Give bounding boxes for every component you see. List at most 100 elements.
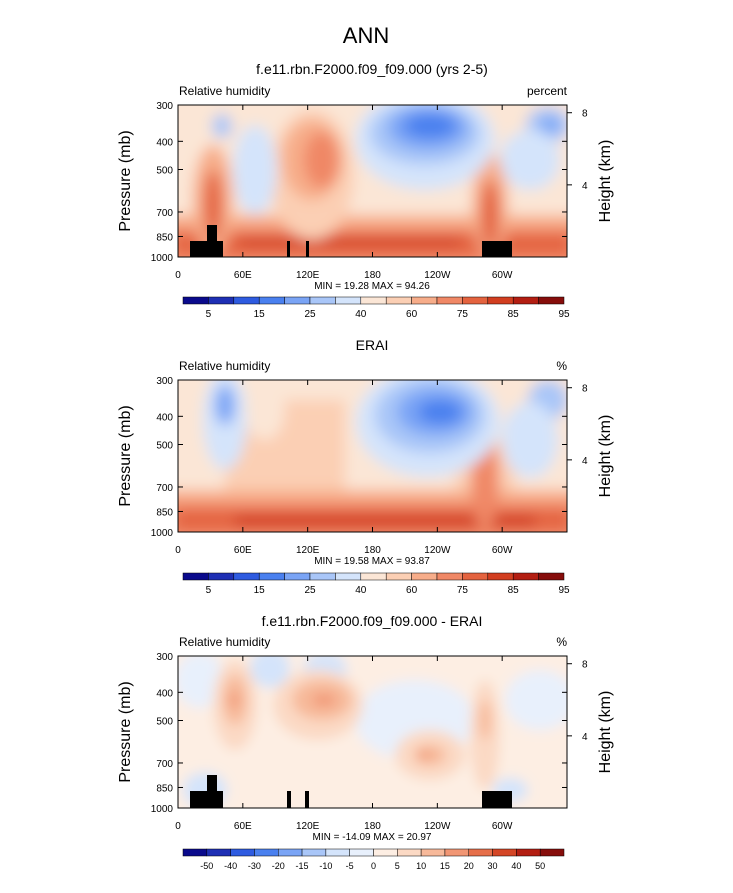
colorbar-swatch (516, 848, 541, 857)
panel-model-stats: MIN = 19.28 MAX = 94.26 (314, 281, 430, 292)
panel-erai-stats: MIN = 19.58 MAX = 93.87 (314, 556, 430, 567)
colorbar-label: 40 (355, 585, 367, 596)
colorbar-swatch (411, 572, 438, 581)
panel-diff: f.e11.rbn.F2000.f09_f09.000 - ERAI Relat… (117, 613, 614, 871)
height-tick-label: 8 (582, 660, 588, 671)
x-tick-label: 60W (492, 821, 513, 832)
colorbar-swatch (182, 848, 208, 857)
colorbar-label: 15 (254, 309, 266, 320)
panel-erai-ylabel-right: Height (km) (597, 415, 614, 498)
panel-erai-xaxis: 0 60E 120E 180 120W 60W (175, 380, 513, 556)
colorbar-label: -40 (224, 861, 237, 871)
height-tick-label: 8 (582, 384, 588, 395)
colorbar-swatch (487, 296, 514, 305)
x-tick-label: 120E (296, 270, 320, 281)
colorbar-label: 75 (457, 309, 469, 320)
panel-erai-height-axis: 84 (567, 384, 588, 467)
colorbar-label: 15 (440, 861, 450, 871)
colorbar-swatch (462, 572, 489, 581)
main-title: ANN (343, 23, 389, 48)
colorbar-swatch (492, 848, 517, 857)
panel-model-units-label: percent (527, 84, 568, 98)
colorbar-swatch (284, 572, 311, 581)
field-3 (178, 656, 567, 808)
colorbar-swatch (539, 848, 565, 857)
y-tick-label: 300 (156, 376, 173, 387)
x-tick-label: 60E (234, 270, 252, 281)
colorbar-swatch (309, 296, 336, 305)
colorbar-label: 25 (304, 309, 316, 320)
colorbar-swatch (182, 572, 209, 581)
y-tick-label: 500 (156, 440, 173, 451)
panel-diff-ylabel-right: Height (km) (597, 691, 614, 774)
y-tick-label: 1000 (151, 253, 174, 264)
panel-diff-yaxis: 300 400 500 700 850 1000 (151, 652, 567, 815)
colorbar-label: 60 (406, 309, 418, 320)
colorbar-label: 25 (304, 585, 316, 596)
panel-model-xaxis: 0 60E 120E 180 120W 60W (175, 105, 513, 281)
panel-diff-height-axis: 84 (567, 660, 588, 743)
colorbar-swatch (468, 848, 493, 857)
colorbar-swatch (309, 572, 336, 581)
y-tick-label: 400 (156, 688, 173, 699)
x-tick-label: 120W (424, 545, 451, 556)
height-tick-label: 4 (582, 732, 588, 743)
colorbar-label: -30 (248, 861, 261, 871)
colorbar-swatch (254, 848, 279, 857)
x-tick-label: 60E (234, 821, 252, 832)
colorbar-swatch (385, 296, 412, 305)
y-tick-label: 1000 (151, 528, 174, 539)
field-2 (178, 380, 567, 532)
colorbar-swatch (208, 572, 235, 581)
colorbar-label: -20 (272, 861, 285, 871)
y-tick-label: 850 (156, 232, 173, 243)
colorbar-label: 60 (406, 585, 418, 596)
colorbar-swatch (538, 572, 565, 581)
colorbar-swatch (512, 572, 539, 581)
x-tick-label: 0 (175, 821, 181, 832)
panel-model-ylabel: Pressure (mb) (117, 130, 134, 231)
colorbar-label: 75 (457, 585, 469, 596)
colorbar-swatch (487, 572, 514, 581)
panel-erai-units-label: % (556, 359, 567, 373)
colorbar-label: -10 (319, 861, 332, 871)
y-tick-label: 400 (156, 137, 173, 148)
y-tick-label: 700 (156, 483, 173, 494)
colorbar-label: 50 (535, 861, 545, 871)
colorbar-swatch (444, 848, 469, 857)
colorbar-swatch (538, 296, 565, 305)
height-tick-label: 4 (582, 456, 588, 467)
colorbar-label: 0 (371, 861, 376, 871)
colorbar-swatch (512, 296, 539, 305)
colorbar-swatch (397, 848, 422, 857)
colorbar-swatch (420, 848, 446, 857)
panel-erai-yaxis: 300 400 500 700 850 1000 (151, 376, 567, 539)
panel-diff-ylabel: Pressure (mb) (117, 681, 134, 782)
colorbar-label: -15 (296, 861, 309, 871)
x-tick-label: 0 (175, 270, 181, 281)
panel-diff-colorbar: -50 -40 -30 -20 -15 -10 -5 0 5 10 15 20 30 40 50 (182, 848, 565, 871)
x-tick-label: 60W (492, 545, 513, 556)
colorbar-swatch (360, 296, 387, 305)
colorbar-swatch (182, 296, 209, 305)
panel-diff-field (178, 656, 567, 808)
colorbar-swatch (233, 296, 260, 305)
x-tick-label: 120W (424, 821, 451, 832)
colorbar-swatch (258, 296, 285, 305)
panel-model-height-axis: 84 (567, 109, 588, 192)
y-tick-label: 700 (156, 759, 173, 770)
colorbar-label: 95 (558, 585, 570, 596)
colorbar-swatch (349, 848, 374, 857)
colorbar-label: 20 (464, 861, 474, 871)
x-tick-label: 180 (364, 270, 381, 281)
y-tick-label: 1000 (151, 804, 174, 815)
x-tick-label: 180 (364, 545, 381, 556)
x-tick-label: 120E (296, 545, 320, 556)
colorbar-label: 40 (355, 309, 367, 320)
colorbar-label: 10 (416, 861, 426, 871)
panel-diff-stats: MIN = -14.09 MAX = 20.97 (313, 832, 432, 843)
y-tick-label: 500 (156, 716, 173, 727)
colorbar-swatch (258, 572, 285, 581)
panel-erai: ERAI Relative humidity % (117, 337, 614, 596)
